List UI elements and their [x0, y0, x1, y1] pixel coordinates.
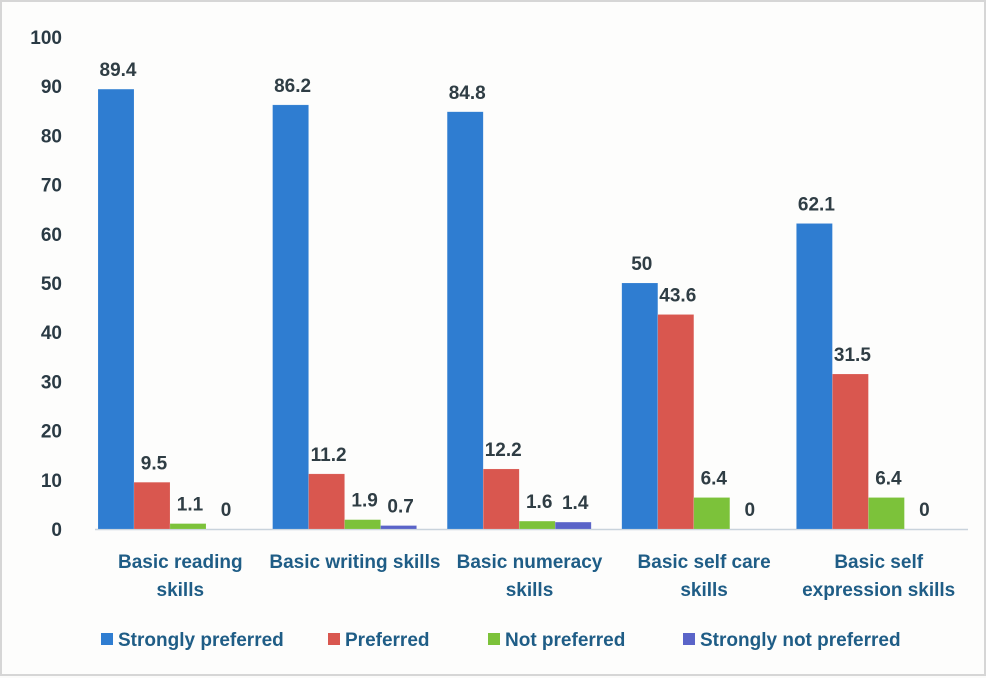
category-label: Basic writing skills [269, 552, 440, 573]
bar [482, 468, 520, 530]
data-label: 1.9 [351, 491, 377, 512]
data-label: 12.2 [485, 440, 522, 461]
category-label: Basic reading [118, 552, 243, 573]
bar [518, 520, 556, 530]
bar [272, 104, 309, 530]
bar [344, 519, 381, 530]
y-tick-label: 30 [41, 372, 62, 393]
y-tick-label: 0 [51, 520, 62, 541]
data-label: 0 [221, 500, 232, 521]
y-tick-label: 100 [30, 28, 62, 49]
data-label: 6.4 [875, 469, 902, 490]
bar [832, 373, 869, 530]
category-label: Basic self [834, 552, 923, 573]
data-label: 9.5 [141, 453, 168, 474]
y-tick-label: 70 [41, 176, 62, 197]
bar [169, 523, 207, 530]
category-label: skills [157, 580, 205, 601]
legend-label: Strongly not preferred [700, 630, 901, 651]
bar [868, 497, 905, 530]
legend-swatch [328, 633, 340, 645]
category-label: skills [506, 580, 554, 601]
data-label: 6.4 [701, 469, 728, 490]
data-label: 84.8 [449, 83, 486, 104]
bar [446, 111, 484, 530]
y-tick-label: 40 [41, 323, 62, 344]
y-tick-label: 90 [41, 77, 62, 98]
data-label: 31.5 [834, 345, 871, 366]
y-tick-label: 60 [41, 225, 62, 246]
bar [133, 482, 171, 530]
bar [693, 497, 731, 530]
bar [657, 314, 695, 530]
category-label: expression skills [802, 580, 955, 601]
category-label: skills [680, 580, 728, 601]
legend-swatch [683, 633, 695, 645]
data-label: 43.6 [659, 285, 696, 306]
data-label: 11.2 [311, 445, 347, 466]
category-label: Basic numeracy [457, 552, 603, 573]
legend-label: Not preferred [505, 630, 625, 651]
legend-swatch [488, 633, 500, 645]
data-label: 0.7 [387, 497, 413, 518]
data-label: 50 [631, 254, 652, 275]
data-label: 1.6 [526, 492, 552, 513]
data-label: 1.1 [177, 495, 204, 516]
bar [621, 282, 659, 530]
y-tick-label: 50 [41, 274, 62, 295]
category-label: Basic self care [638, 552, 771, 573]
legend-label: Preferred [345, 630, 430, 651]
y-tick-label: 10 [41, 471, 62, 492]
bar [308, 473, 345, 530]
bar [796, 223, 833, 530]
y-tick-label: 20 [41, 422, 62, 443]
data-label: 62.1 [798, 194, 835, 215]
data-label: 1.4 [562, 493, 589, 514]
legend-swatch [101, 633, 113, 645]
data-label: 0 [919, 500, 930, 521]
bar [97, 88, 135, 530]
y-tick-label: 80 [41, 126, 62, 147]
bar [554, 521, 592, 530]
data-label: 0 [745, 500, 756, 521]
data-label: 89.4 [100, 60, 137, 81]
legend-label: Strongly preferred [118, 630, 284, 651]
data-label: 86.2 [274, 76, 311, 97]
bar [380, 525, 417, 530]
